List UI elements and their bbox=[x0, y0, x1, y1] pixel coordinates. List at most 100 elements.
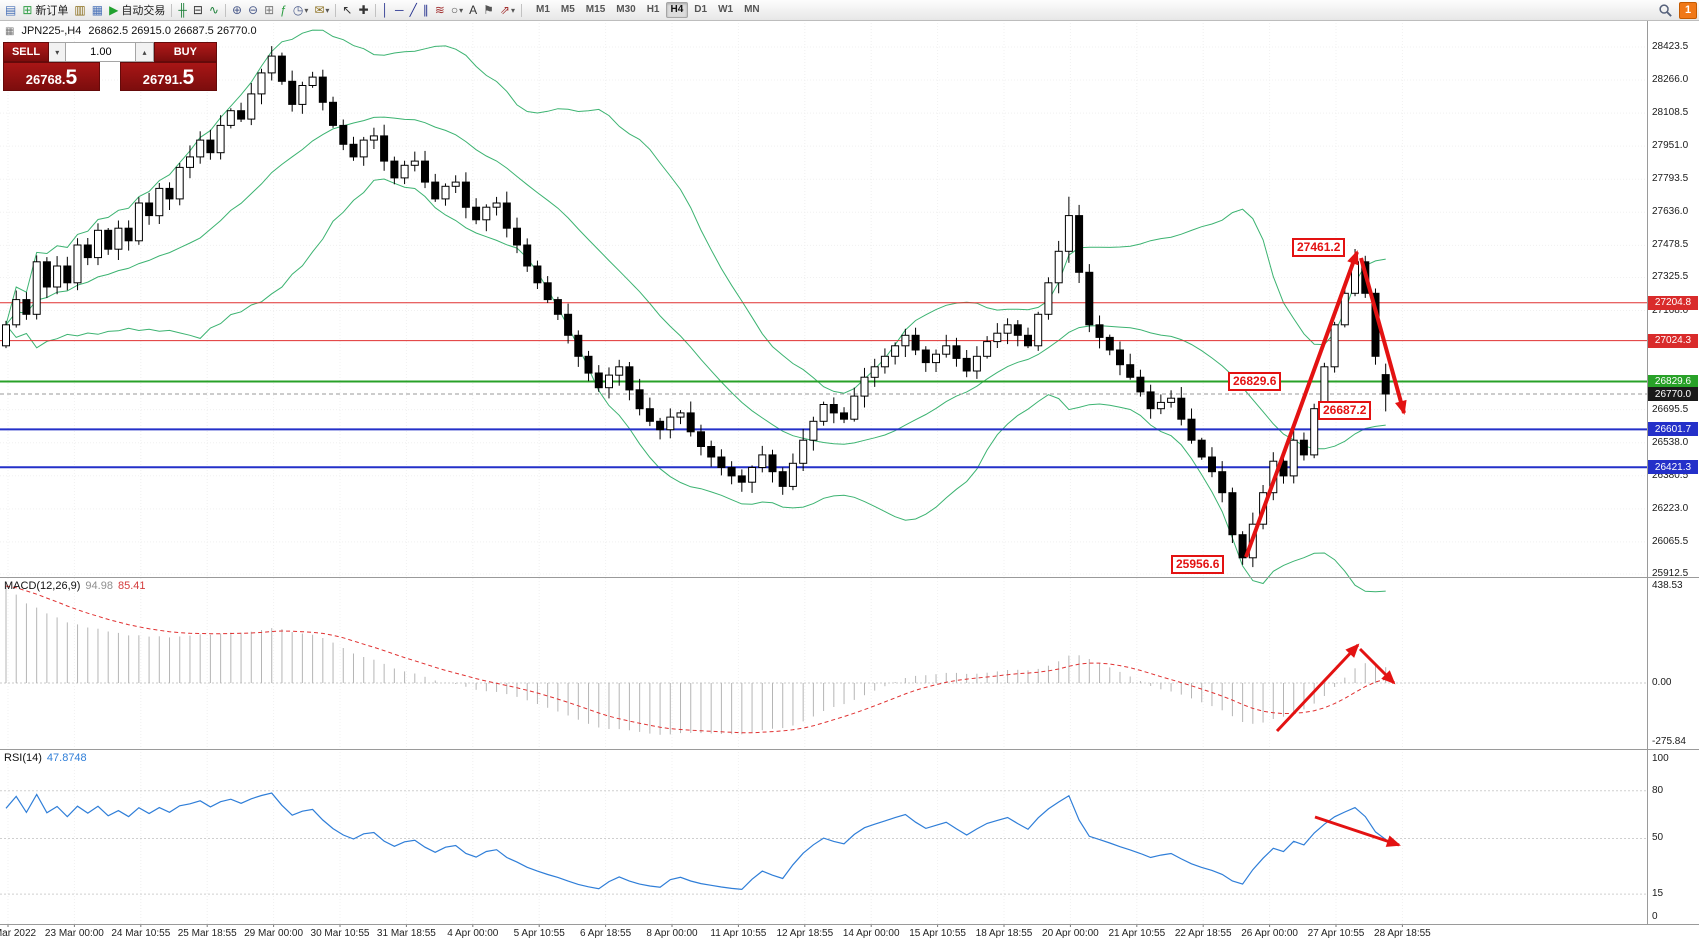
data-window-button[interactable]: ▦ bbox=[89, 1, 106, 19]
timeframe-H1[interactable]: H1 bbox=[646, 4, 660, 15]
rsi-axis-label: 50 bbox=[1652, 832, 1664, 843]
buy-button[interactable]: BUY bbox=[153, 42, 217, 62]
separator bbox=[520, 3, 522, 17]
sell-price-pip: 5 bbox=[65, 66, 78, 89]
timeframe-W1[interactable]: W1 bbox=[718, 4, 734, 15]
separator bbox=[171, 3, 173, 17]
trendline-button[interactable]: ╱ bbox=[407, 1, 420, 19]
time-axis-label: 6 Apr 18:55 bbox=[580, 928, 632, 939]
rsi-axis-label: 0 bbox=[1652, 911, 1658, 922]
time-axis-label: 11 Apr 10:55 bbox=[710, 928, 767, 939]
new-order-button[interactable]: ⊞ 新订单 bbox=[19, 1, 71, 19]
one-click-trading-panel: SELL ▾ ▴ BUY 26768. 5 26791. 5 bbox=[3, 42, 217, 91]
vertical-line-button[interactable]: │ bbox=[379, 1, 393, 19]
shapes-button[interactable]: ○ ▾ bbox=[448, 1, 466, 19]
tile-windows-button[interactable]: ⊞ bbox=[261, 1, 277, 19]
toolbar-icon: ╱ bbox=[409, 3, 417, 17]
price-callout[interactable]: 26829.6 bbox=[1228, 372, 1282, 391]
rsi-value: 47.8748 bbox=[46, 752, 87, 764]
time-axis-label: 31 Mar 18:55 bbox=[376, 928, 436, 939]
toolbar-icon: A bbox=[469, 3, 478, 17]
separator bbox=[374, 3, 376, 17]
price-callout[interactable]: 27461.2 bbox=[1292, 238, 1346, 257]
timeframes-menu-button[interactable]: ◷ ▾ bbox=[290, 1, 312, 19]
toolbar-right: 1 bbox=[1658, 1, 1699, 19]
separator bbox=[335, 3, 337, 17]
bar-chart-button[interactable]: ╫ bbox=[175, 1, 190, 19]
price-callout[interactable]: 25956.6 bbox=[1171, 555, 1225, 574]
equidistant-channel-button[interactable]: ∥ bbox=[420, 1, 432, 19]
symbol-name: JPN225-,H4 bbox=[21, 25, 82, 37]
price-line-badge: 26421.3 bbox=[1648, 460, 1698, 475]
horizontal-line-button[interactable]: ─ bbox=[392, 1, 407, 19]
toolbar-buttons: ▤ ⊞ 新订单 ▥ ▦ ▶ bbox=[2, 0, 525, 20]
time-axis-label: 12 Apr 18:55 bbox=[776, 928, 834, 939]
price-axis-label: 26380.5 bbox=[1652, 469, 1689, 481]
candlestick-chart-button[interactable]: ⊟ bbox=[190, 1, 206, 19]
toolbar-icon: ▶ bbox=[109, 3, 119, 17]
indicators-button[interactable]: ƒ bbox=[277, 1, 290, 19]
toolbar-icon: ✉ bbox=[314, 3, 325, 17]
time-axis-label: 8 Apr 00:00 bbox=[646, 928, 698, 939]
toolbar-button-label: 新订单 bbox=[35, 5, 69, 17]
macd-name: MACD(12,26,9) bbox=[4, 580, 81, 592]
buy-price[interactable]: 26791. 5 bbox=[120, 62, 217, 91]
toolbar-icon: ▤ bbox=[5, 3, 17, 17]
zoom-out-button[interactable]: ⊖ bbox=[245, 1, 261, 19]
timeframe-H4[interactable]: H4 bbox=[665, 2, 689, 18]
sell-button[interactable]: SELL bbox=[3, 42, 50, 62]
text-label-button[interactable]: ⚑ bbox=[480, 1, 497, 19]
rsi-axis-label: 15 bbox=[1652, 888, 1664, 899]
price-line-badge: 27024.3 bbox=[1648, 333, 1698, 348]
search-icon[interactable] bbox=[1658, 3, 1673, 18]
zoom-in-button[interactable]: ⊕ bbox=[229, 1, 245, 19]
timeframe-M30[interactable]: M30 bbox=[616, 4, 636, 15]
price-callout[interactable]: 26687.2 bbox=[1318, 401, 1372, 420]
sell-price[interactable]: 26768. 5 bbox=[3, 62, 100, 91]
templates-button[interactable]: ✉ ▾ bbox=[311, 1, 332, 19]
new-chart-button[interactable]: ▤ bbox=[2, 1, 19, 19]
chevron-down-icon: ▾ bbox=[304, 5, 309, 15]
time-axis-label: 25 Mar 18:55 bbox=[177, 928, 237, 939]
timeframe-MN[interactable]: MN bbox=[744, 4, 760, 15]
profiles-button[interactable]: ▥ bbox=[71, 1, 88, 19]
timeframe-D1[interactable]: D1 bbox=[694, 4, 708, 15]
fibonacci-button[interactable]: ≋ bbox=[432, 1, 448, 19]
macd-axis-label: -275.84 bbox=[1652, 736, 1686, 747]
line-chart-button[interactable]: ∿ bbox=[206, 1, 222, 19]
chart-symbol-title: ▦ JPN225-,H4 26862.5 26915.0 26687.5 267… bbox=[5, 25, 257, 37]
rsi-axis-label: 80 bbox=[1652, 785, 1664, 796]
toolbar-icon: ✚ bbox=[358, 3, 369, 17]
price-axis-label: 27951.0 bbox=[1652, 140, 1689, 152]
toolbar-button-label: 自动交易 bbox=[121, 5, 166, 17]
ohlc-values: 26862.5 26915.0 26687.5 26770.0 bbox=[88, 25, 257, 37]
chevron-down-icon: ▾ bbox=[510, 5, 515, 15]
price-line-badge: 26601.7 bbox=[1648, 422, 1698, 437]
cursor-button[interactable]: ↖ bbox=[339, 1, 355, 19]
toolbar-icon: ⊟ bbox=[192, 3, 203, 17]
toolbar-icon: ∥ bbox=[422, 3, 429, 17]
volume-decrease-button[interactable]: ▾ bbox=[49, 42, 67, 62]
auto-trading-button[interactable]: ▶ 自动交易 bbox=[106, 1, 168, 19]
timeframe-M5[interactable]: M5 bbox=[560, 4, 575, 15]
chart-icon: ▦ bbox=[5, 25, 15, 37]
price-axis-label: 28108.5 bbox=[1652, 107, 1689, 119]
notification-badge[interactable]: 1 bbox=[1679, 1, 1697, 19]
text-button[interactable]: A bbox=[466, 1, 480, 19]
arrows-button[interactable]: ⇗ ▾ bbox=[497, 1, 518, 19]
separator bbox=[224, 3, 226, 17]
toolbar: ▤ ⊞ 新订单 ▥ ▦ ▶ bbox=[0, 0, 1699, 21]
volume-increase-button[interactable]: ▴ bbox=[136, 42, 154, 62]
volume-input[interactable] bbox=[66, 42, 137, 62]
toolbar-icon: ƒ bbox=[280, 3, 287, 17]
timeframe-M1[interactable]: M1 bbox=[535, 4, 550, 15]
timeframe-M15[interactable]: M15 bbox=[585, 4, 606, 15]
crosshair-button[interactable]: ✚ bbox=[355, 1, 371, 19]
price-axis-label: 27478.5 bbox=[1652, 239, 1689, 251]
toolbar-icon: ⊞ bbox=[22, 3, 33, 17]
chevron-down-icon: ▾ bbox=[325, 5, 330, 15]
time-axis-label: 21 Mar 2022 bbox=[0, 928, 37, 939]
time-axis-label: 29 Mar 00:00 bbox=[244, 928, 304, 939]
toolbar-icon: ⊕ bbox=[231, 3, 243, 17]
